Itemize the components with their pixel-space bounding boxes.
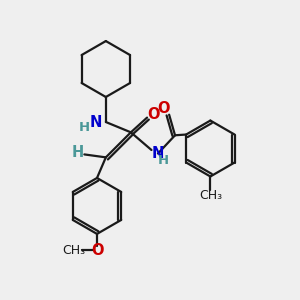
Text: N: N — [89, 115, 102, 130]
Text: O: O — [147, 106, 160, 122]
Text: O: O — [91, 243, 104, 258]
Text: H: H — [158, 154, 169, 167]
Text: O: O — [158, 101, 170, 116]
Text: N: N — [152, 146, 164, 161]
Text: H: H — [79, 121, 90, 134]
Text: CH₃: CH₃ — [62, 244, 85, 256]
Text: H: H — [72, 146, 84, 160]
Text: CH₃: CH₃ — [199, 189, 222, 202]
